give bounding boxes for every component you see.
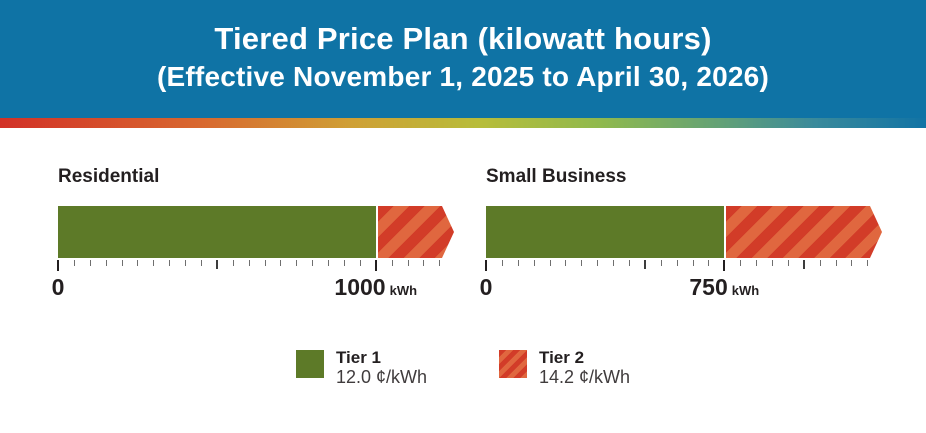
axis-tick — [802, 260, 805, 269]
axis-tick — [391, 260, 393, 266]
axis-tick — [200, 260, 202, 266]
legend-item-tier2: Tier 2 14.2 ¢/kWh — [499, 348, 630, 388]
usage-bar — [486, 206, 880, 258]
axis-tick — [137, 260, 139, 266]
legend-price: 12.0 ¢/kWh — [335, 367, 427, 387]
axis-tick — [501, 260, 503, 266]
tier2-bar-segment-arrow — [376, 206, 454, 258]
legend-item-tier1: Tier 1 12.0 ¢/kWh — [295, 348, 427, 388]
legend: Tier 1 12.0 ¢/kWh Tier 2 14.2 ¢/kWh — [0, 348, 926, 388]
axis-tick — [439, 260, 441, 266]
axis-tick — [423, 260, 425, 266]
axis-tick-ruler — [57, 260, 452, 272]
axis-tick — [248, 260, 250, 266]
axis-tick — [676, 260, 678, 266]
legend-text: Tier 1 12.0 ¢/kWh — [336, 348, 427, 388]
axis-label-zero: 0 — [51, 274, 65, 300]
axis-labels: 0 750 kWh — [480, 274, 880, 304]
threshold-unit: kWh — [389, 283, 418, 298]
threshold-value: 1000 — [334, 274, 386, 300]
axis-tick — [565, 260, 567, 266]
axis-tick — [723, 260, 726, 271]
axis-tick — [343, 260, 345, 266]
axis-label-threshold: 750 kWh — [689, 274, 759, 301]
axis-tick — [407, 260, 409, 266]
chart-title: Small Business — [486, 166, 627, 187]
axis-tick — [628, 260, 630, 266]
threshold-value: 750 — [689, 274, 728, 300]
axis-labels: 0 1000 kWh — [52, 274, 452, 304]
axis-tick — [708, 260, 710, 266]
axis-tick — [756, 260, 758, 266]
axis-tick — [105, 260, 107, 266]
tier2-bar-segment-arrow — [724, 206, 882, 258]
axis-tick — [185, 260, 187, 266]
tier1-bar-segment — [486, 206, 724, 258]
tier1-bar-segment — [58, 206, 376, 258]
usage-bar — [58, 206, 452, 258]
axis-tick — [232, 260, 234, 266]
axis-tick — [692, 260, 694, 266]
axis-tick — [359, 260, 361, 266]
axis-tick — [328, 260, 330, 266]
axis-tick — [867, 260, 869, 266]
axis-tick — [485, 260, 487, 271]
legend-label: Tier 1 — [335, 348, 382, 367]
axis-tick — [215, 260, 218, 269]
axis-tick — [121, 260, 123, 266]
chart-small-business: Small Business 0 750 kWh — [480, 166, 880, 304]
axis-tick — [660, 260, 662, 266]
axis-tick — [169, 260, 171, 266]
axis-tick — [73, 260, 75, 266]
rainbow-divider-strip — [0, 118, 926, 128]
axis-tick — [153, 260, 155, 266]
legend-text: Tier 2 14.2 ¢/kWh — [539, 348, 630, 388]
page-title: Tiered Price Plan (kilowatt hours) — [214, 21, 712, 56]
axis-tick — [835, 260, 837, 266]
axis-tick — [264, 260, 266, 266]
axis-tick — [819, 260, 821, 266]
header-banner: Tiered Price Plan (kilowatt hours) (Effe… — [0, 0, 926, 118]
axis-tick — [643, 260, 646, 269]
axis-tick — [374, 260, 377, 271]
threshold-unit: kWh — [731, 283, 760, 298]
chart-title: Residential — [58, 166, 160, 187]
axis-tick — [597, 260, 599, 266]
axis-tick — [771, 260, 773, 266]
axis-tick — [533, 260, 535, 266]
axis-tick — [581, 260, 583, 266]
page-subtitle: (Effective November 1, 2025 to April 30,… — [157, 61, 769, 92]
axis-tick — [57, 260, 59, 271]
tier1-swatch-icon — [295, 350, 324, 378]
axis-tick — [312, 260, 314, 266]
axis-tick — [851, 260, 853, 266]
axis-tick — [296, 260, 298, 266]
axis-tick — [280, 260, 282, 266]
axis-label-threshold: 1000 kWh — [334, 274, 417, 301]
axis-label-zero: 0 — [479, 274, 493, 300]
tier2-swatch-icon — [499, 350, 527, 378]
axis-tick — [740, 260, 742, 266]
axis-tick — [89, 260, 91, 266]
axis-tick — [549, 260, 551, 266]
legend-price: 14.2 ¢/kWh — [539, 367, 631, 387]
axis-tick — [787, 260, 789, 266]
axis-tick-ruler — [485, 260, 880, 272]
axis-tick — [517, 260, 519, 266]
axis-tick — [613, 260, 615, 266]
legend-label: Tier 2 — [539, 348, 585, 367]
chart-residential: Residential 0 1000 kWh — [52, 166, 452, 304]
